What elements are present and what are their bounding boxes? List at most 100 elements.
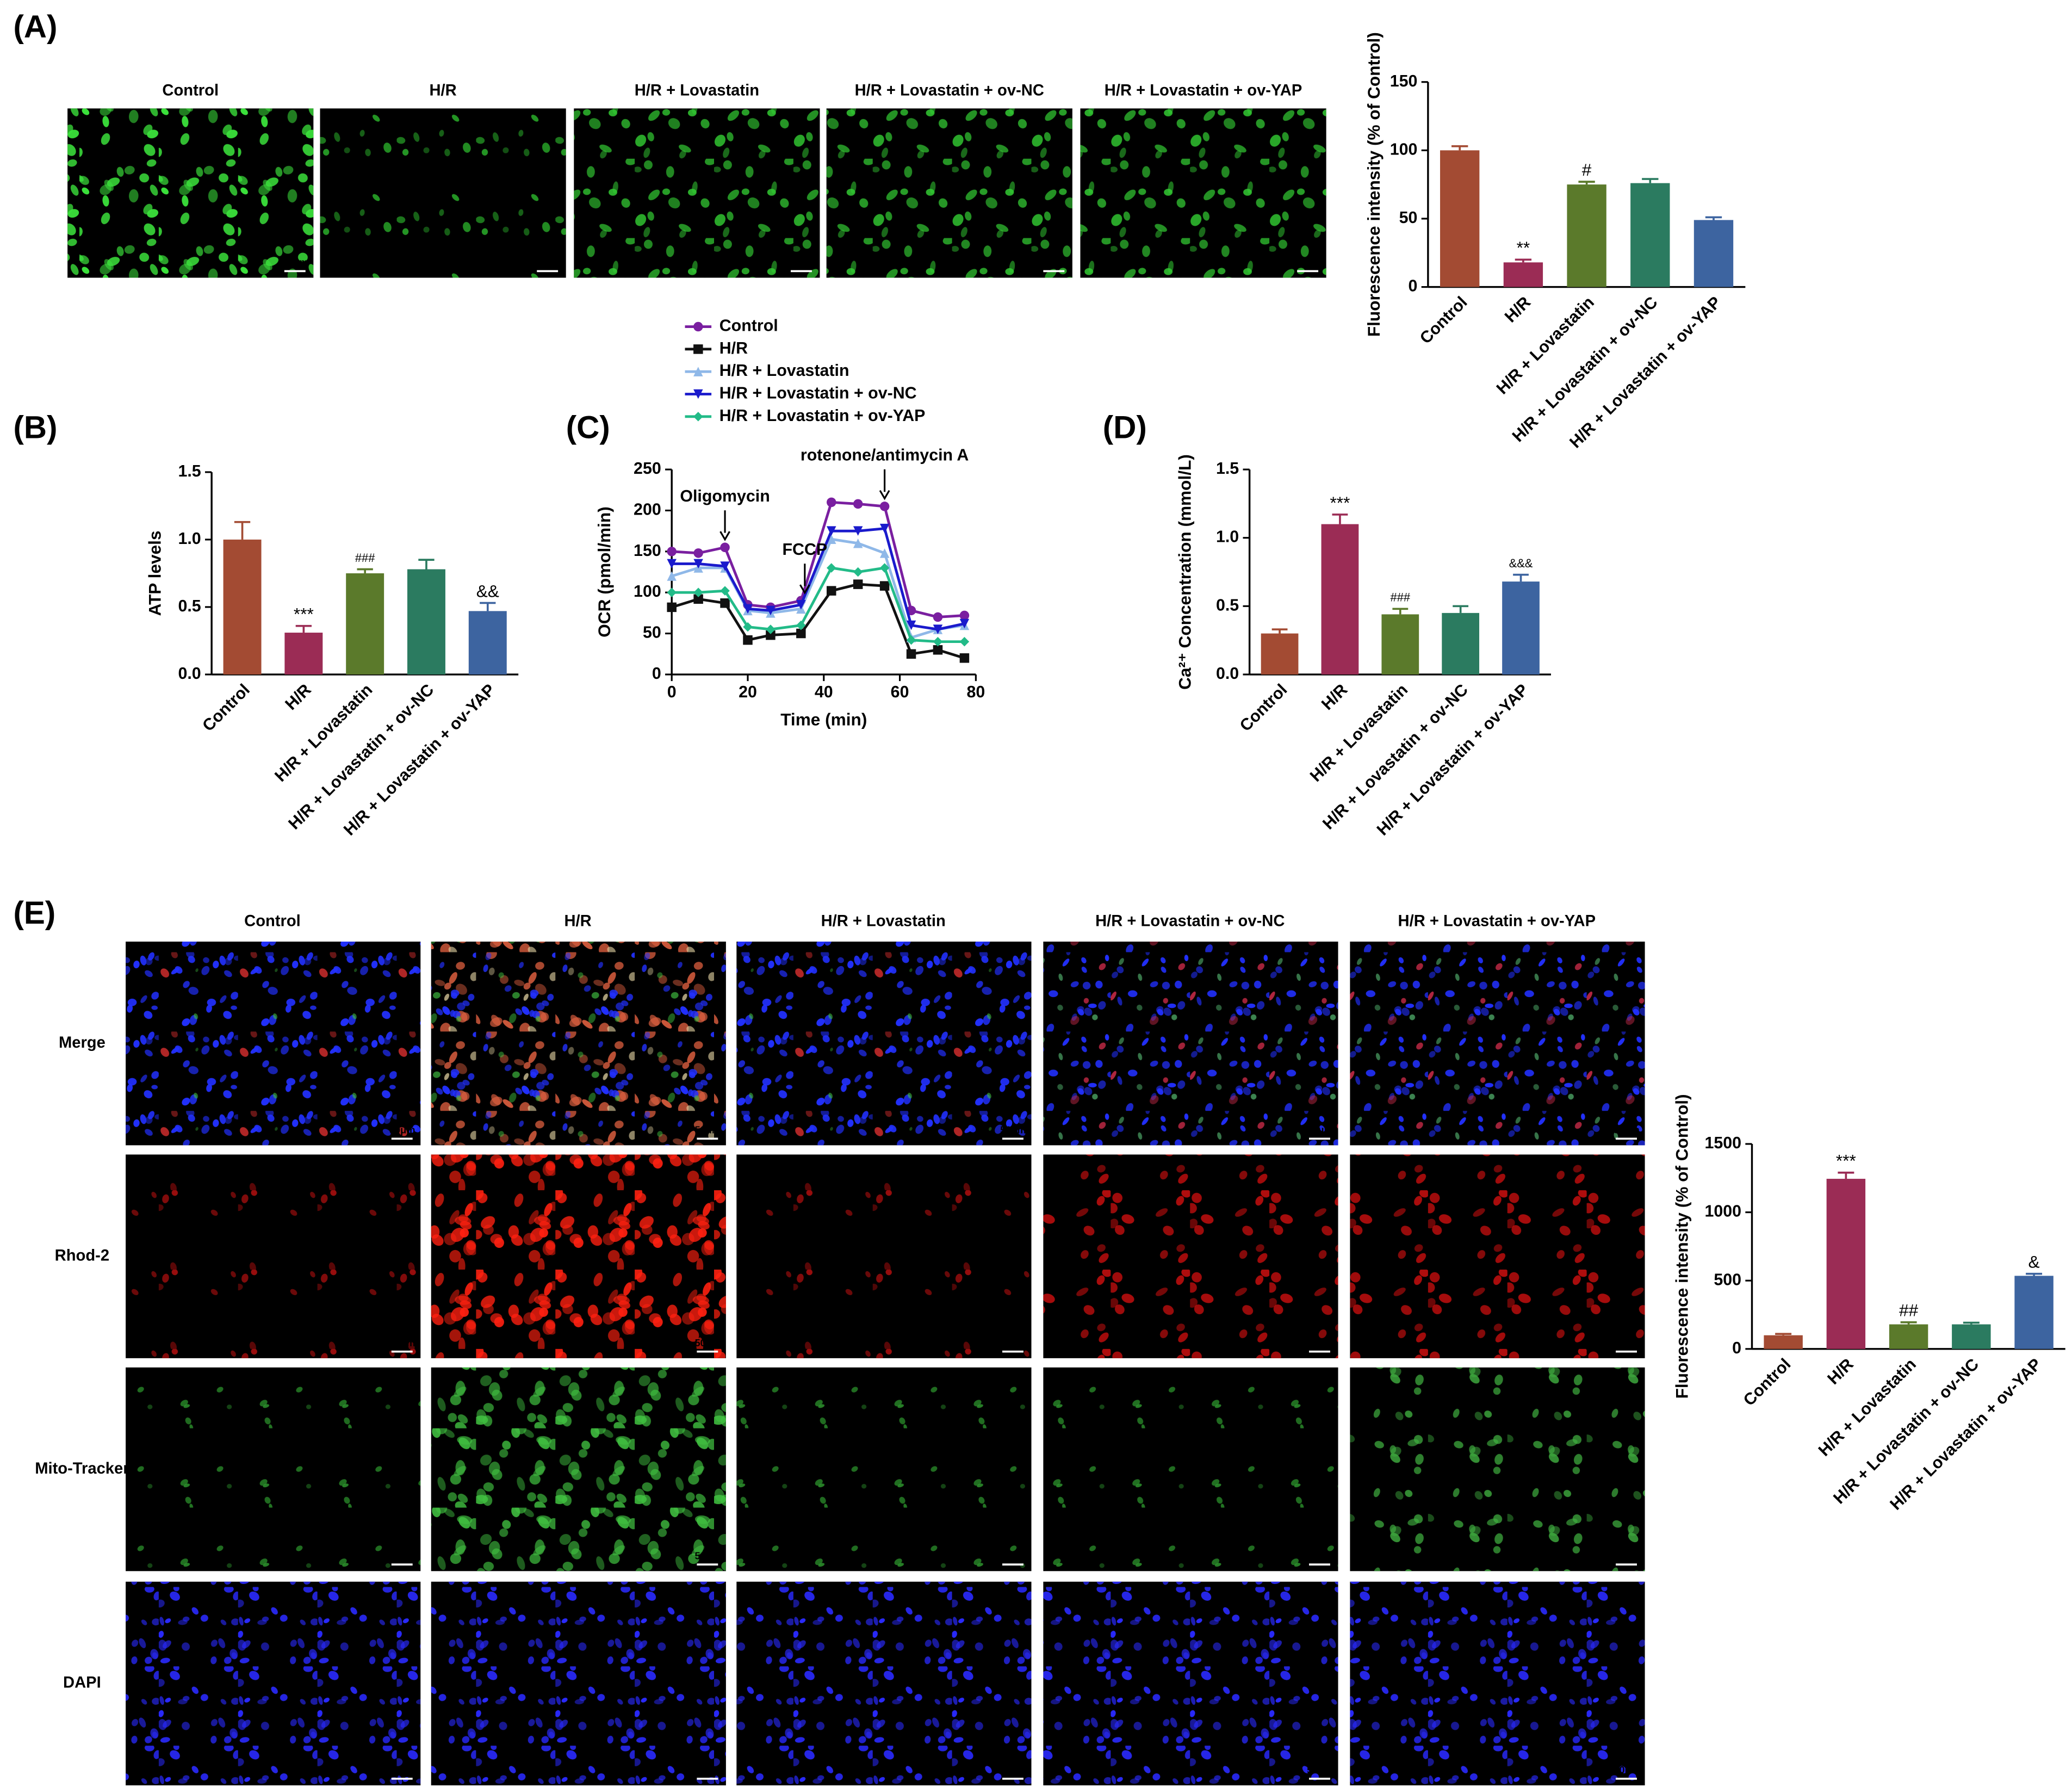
scale-bar-label: 50μm [389, 1124, 415, 1135]
data-point [667, 559, 677, 569]
scale-bar-label: 50μm [389, 1764, 415, 1775]
data-point [879, 581, 890, 591]
bar [468, 611, 507, 675]
data-point [933, 624, 943, 634]
y-tick-label: 0.0 [178, 664, 201, 683]
data-point [827, 534, 836, 544]
scale-bar-label: 50μm [695, 1764, 721, 1775]
y-tick-label: 500 [1714, 1270, 1741, 1289]
legend-marker [693, 344, 703, 354]
legend-label: H/R + Lovastatin + ov-YAP [719, 406, 926, 425]
data-point [879, 502, 890, 511]
panel-label: (D) [1103, 410, 1147, 446]
data-point [906, 649, 916, 659]
data-point [693, 559, 703, 569]
x-axis-label: Time (min) [780, 709, 867, 729]
data-point [796, 600, 806, 610]
significance: ### [355, 551, 375, 565]
y-tick-label: 200 [634, 500, 661, 518]
data-point [796, 620, 806, 630]
scale-bar-label: 50μm [695, 1337, 721, 1348]
panel-label: (A) [13, 9, 57, 45]
y-tick-label: 100 [1390, 140, 1418, 158]
y-tick-label: 0.5 [178, 597, 201, 615]
scale-bar-label: 50μm [1614, 1550, 1640, 1561]
image-title: H/R + Lovastatin + ov-NC [1095, 912, 1285, 930]
bar [1826, 1179, 1866, 1349]
y-tick-label: 50 [1399, 208, 1418, 227]
image-title: H/R + Lovastatin + ov-NC [855, 82, 1044, 99]
annotation-arrowhead [879, 490, 890, 500]
scale-bar-label: 50μm [1000, 1550, 1026, 1561]
x-tick-label: 60 [891, 683, 909, 701]
image-title: H/R [564, 912, 591, 930]
legend-label: H/R + Lovastatin [719, 361, 849, 380]
legend-marker [693, 412, 703, 422]
y-tick-label: 1.5 [178, 462, 201, 480]
y-axis-label: Ca²⁺ Concentration (mmol/L) [1175, 454, 1194, 690]
x-tick-label: 40 [815, 683, 833, 701]
bar [1693, 220, 1734, 287]
bar [1442, 613, 1480, 675]
image-title: H/R [429, 82, 456, 99]
bar [1889, 1324, 1928, 1349]
micrograph-texture [431, 1367, 726, 1572]
image-title: H/R + Lovastatin [635, 82, 759, 99]
bar [1502, 581, 1540, 675]
data-point [853, 499, 863, 509]
y-tick-label: 0.5 [1216, 596, 1239, 614]
panel-label: (E) [13, 895, 55, 931]
y-tick-label: 1.0 [178, 529, 201, 548]
data-point [766, 605, 776, 616]
micrograph-texture [431, 1581, 726, 1786]
y-tick-label: 100 [634, 582, 661, 601]
significance: ** [1517, 238, 1530, 257]
bar [1261, 633, 1299, 675]
panel-label: (B) [13, 410, 57, 446]
y-axis-label: Fluorescence intensity (% of Control) [1364, 32, 1384, 337]
micrograph-texture [126, 1367, 421, 1572]
data-point [827, 526, 836, 536]
scale-bar-label: 50μm [1000, 1764, 1026, 1775]
image-title: Control [162, 82, 219, 99]
micrograph-texture [126, 942, 421, 1146]
micrograph-texture [736, 1154, 1032, 1358]
legend-label: H/R + Lovastatin + ov-NC [719, 384, 917, 403]
image-title: H/R + Lovastatin + ov-YAP [1398, 912, 1596, 930]
micrograph-texture [574, 108, 820, 278]
bar [1503, 262, 1543, 287]
annotation: FCCP [782, 540, 827, 559]
significance: # [1582, 160, 1592, 180]
significance: ## [1899, 1301, 1919, 1320]
annotation-arrowhead [799, 584, 810, 595]
micrograph-texture [1043, 1154, 1338, 1358]
y-axis-label: ATP levels [145, 530, 164, 616]
y-tick-label: 50 [643, 623, 661, 642]
y-tick-label: 250 [634, 459, 661, 478]
legend-marker [693, 367, 703, 376]
significance: *** [1330, 493, 1350, 512]
micrograph-texture [1080, 108, 1326, 278]
data-point [766, 624, 776, 634]
scale-bar-label: 50μm [789, 257, 815, 268]
micrograph-texture [1043, 1367, 1338, 1572]
data-point [879, 523, 890, 534]
data-point [853, 579, 863, 589]
scale-bar-label: 50μm [282, 257, 308, 268]
data-point [906, 620, 916, 630]
data-point [959, 653, 970, 663]
row-label: Rhod-2 [55, 1247, 109, 1264]
y-axis-label: OCR (pmol/min) [594, 506, 614, 637]
series-line [671, 537, 965, 640]
y-tick-label: 1.0 [1216, 528, 1239, 546]
bar [1952, 1324, 1991, 1349]
scale-bar-label: 50μm [1307, 1550, 1333, 1561]
scale-bar-label: 50μm [1041, 257, 1068, 268]
y-tick-label: 1000 [1704, 1202, 1741, 1221]
y-tick-label: 0 [652, 664, 661, 683]
row-label: DAPI [63, 1674, 101, 1692]
micrograph-texture [431, 942, 726, 1146]
significance: &&& [1509, 556, 1533, 570]
bar [223, 539, 262, 675]
